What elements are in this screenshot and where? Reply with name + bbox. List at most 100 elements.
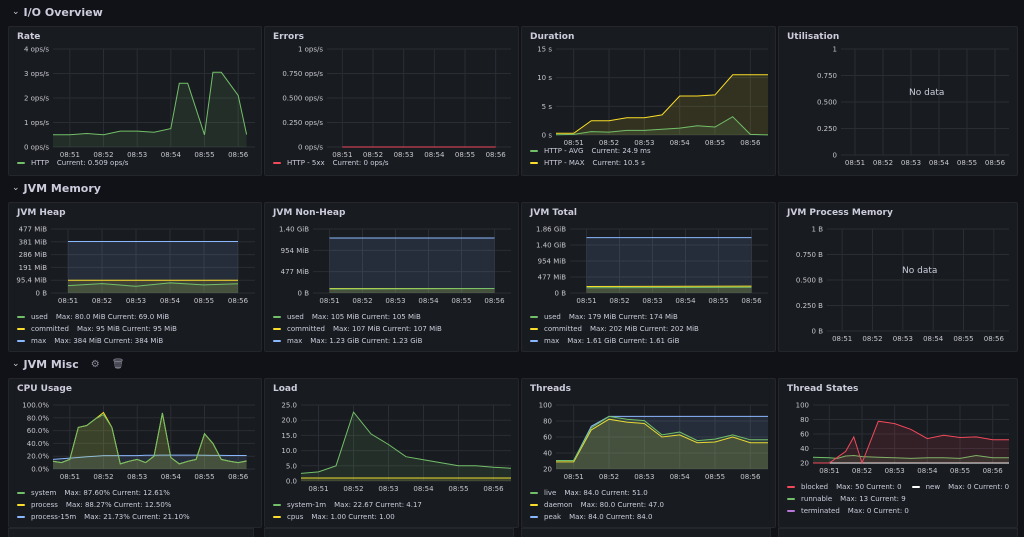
- legend-item[interactable]: max Max: 1.23 GiB Current: 1.23 GiB: [273, 335, 512, 347]
- series-area-peak: [556, 416, 768, 469]
- panel-total[interactable]: JVM Total 1.86 GiB 1.40 GiB 954 MiB 477 MiB 0…: [521, 202, 776, 352]
- legend-item[interactable]: process-15m Max: 21.73% Current: 21.10%: [17, 511, 255, 523]
- legend-item[interactable]: live Max: 84.0 Current: 51.0: [530, 487, 769, 499]
- series-area-system-1m: [301, 412, 511, 481]
- legend-label: HTTP - MAX: [544, 159, 585, 167]
- legend-item[interactable]: committed Max: 202 MiB Current: 202 MiB: [530, 323, 769, 335]
- legend-item[interactable]: terminated Max: 0 Current: 0: [787, 505, 909, 517]
- row-header-jvm-memory[interactable]: ⌄ JVM Memory: [0, 178, 101, 198]
- y-tick-label: 95.4 MiB: [16, 277, 47, 285]
- legend: HTTP Current: 0.509 ops/s: [17, 157, 255, 169]
- panel-title: Errors: [273, 32, 305, 42]
- y-tick-label: 1 ops/s: [298, 46, 323, 54]
- series-line-live[interactable]: [556, 415, 768, 461]
- series-line-process-15m[interactable]: [52, 454, 247, 460]
- series-line-runnable[interactable]: [812, 454, 1009, 459]
- y-tick-label: 1.40 GiB: [279, 226, 309, 234]
- x-tick-label: 08:55: [950, 467, 970, 475]
- legend-label: used: [544, 313, 561, 321]
- legend-item[interactable]: used Max: 105 MiB Current: 105 MiB: [273, 311, 512, 323]
- legend-item[interactable]: used Max: 80.0 MiB Current: 69.0 MiB: [17, 311, 255, 323]
- legend-stats: Max: 13 Current: 9: [840, 495, 906, 503]
- legend-swatch: [787, 498, 795, 500]
- legend-item[interactable]: HTTP Current: 0.509 ops/s: [17, 157, 255, 169]
- panel-duration[interactable]: Duration 15 s 10 s 5 s 0 s 08:51 08:52 08:53 08:…: [521, 26, 776, 176]
- panel-heap[interactable]: JVM Heap 477 MiB 381 MiB 286 MiB 191 MiB 95.4…: [8, 202, 262, 352]
- trash-icon[interactable]: 🗑: [111, 358, 125, 370]
- legend-item[interactable]: HTTP - MAX Current: 10.5 s: [530, 157, 769, 169]
- row-header-io[interactable]: ⌄ I/O Overview: [0, 2, 103, 22]
- y-tick-label: 0.500 ops/s: [282, 95, 323, 103]
- panel-errors[interactable]: Errors 1 ops/s 0.750 ops/s 0.500 ops/s 0.250…: [264, 26, 519, 176]
- x-tick-label: 08:54: [675, 297, 696, 305]
- legend-item[interactable]: committed Max: 95 MiB Current: 95 MiB: [17, 323, 255, 335]
- panel-tstates[interactable]: Thread States 100 80 60 40 20 08:51 08:52 08:53 0…: [778, 378, 1018, 528]
- y-tick-label: 0 ops/s: [24, 144, 49, 152]
- legend-label: HTTP - 5xx: [287, 159, 325, 167]
- legend-item[interactable]: process Max: 88.27% Current: 12.50%: [17, 499, 255, 511]
- legend-item[interactable]: runnable Max: 13 Current: 9: [787, 493, 906, 505]
- x-tick-label: 08:52: [599, 139, 619, 147]
- chart-rate: 4 ops/s 3 ops/s 2 ops/s 1 ops/s 0 ops/s 08:51…: [24, 46, 255, 159]
- series-line-blocked[interactable]: [813, 420, 1009, 465]
- legend-item[interactable]: system Max: 87.60% Current: 12.61%: [17, 487, 255, 499]
- x-tick-label: 08:53: [901, 159, 921, 167]
- x-tick-label: 08:51: [308, 485, 328, 493]
- legend-item[interactable]: committed Max: 107 MiB Current: 107 MiB: [273, 323, 512, 335]
- y-tick-label: 40: [543, 450, 552, 458]
- legend-swatch: [273, 328, 281, 330]
- series-line-peak[interactable]: [556, 415, 768, 461]
- series-line-used[interactable]: [67, 282, 239, 287]
- series-line-system[interactable]: [52, 412, 247, 465]
- y-tick-label: 20: [800, 460, 809, 468]
- y-tick-label: 286 MiB: [19, 251, 48, 259]
- series-line-used[interactable]: [329, 288, 495, 290]
- legend: system Max: 87.60% Current: 12.61% process…: [17, 487, 255, 523]
- x-tick-label: 08:51: [60, 473, 80, 481]
- legend-item[interactable]: max Max: 1.61 GiB Current: 1.61 GiB: [530, 335, 769, 347]
- legend-stats: Max: 84.0 Current: 84.0: [569, 513, 653, 521]
- panel-util[interactable]: Utilisation 1 0.750 0.500 0.250 0 08:51 08:52 08…: [778, 26, 1018, 176]
- x-tick-label: 08:56: [228, 473, 249, 481]
- series-line-used[interactable]: [586, 286, 752, 289]
- series-line-system-1m[interactable]: [300, 411, 512, 474]
- legend-swatch: [17, 162, 25, 164]
- panel-procmem[interactable]: JVM Process Memory 1 B 0.750 B 0.500 B 0.250…: [778, 202, 1018, 352]
- legend-item[interactable]: used Max: 179 MiB Current: 174 MiB: [530, 311, 769, 323]
- series-line-daemon[interactable]: [556, 418, 768, 463]
- legend-item[interactable]: blocked Max: 50 Current: 0: [787, 481, 902, 493]
- legend-stats: Max: 0 Current: 0: [847, 507, 909, 515]
- legend-item[interactable]: max Max: 384 MiB Current: 384 MiB: [17, 335, 255, 347]
- panel-nonheap[interactable]: JVM Non-Heap 1.40 GiB 954 MiB 477 MiB 0 B 08:…: [264, 202, 519, 352]
- x-tick-label: 08:52: [599, 473, 619, 481]
- legend-stats: Max: 87.60% Current: 12.61%: [64, 489, 170, 497]
- gear-icon[interactable]: ⚙: [90, 358, 100, 370]
- row-header-jvm-misc[interactable]: ⌄ JVM Misc ⚙ 🗑: [0, 354, 124, 374]
- x-tick-label: 08:51: [819, 467, 839, 475]
- series-area-used: [586, 287, 752, 293]
- x-tick-label: 08:55: [448, 485, 468, 493]
- panel-rate[interactable]: Rate 4 ops/s 3 ops/s 2 ops/s 1 ops/s 0 ops/s 0…: [8, 26, 262, 176]
- panel-threads[interactable]: Threads 100 80 60 40 20 08:51 08:52 08:53 08:54 08…: [521, 378, 776, 528]
- legend-item[interactable]: HTTP - AVG Current: 24.9 ms: [530, 145, 769, 157]
- series-line-http---avg[interactable]: [555, 116, 769, 136]
- legend-label: system-1m: [287, 501, 327, 509]
- series-line-http[interactable]: [53, 71, 248, 136]
- legend-swatch: [530, 328, 538, 330]
- y-tick-label: 0 s: [542, 132, 553, 140]
- legend-swatch: [273, 504, 281, 506]
- legend-item[interactable]: peak Max: 84.0 Current: 84.0: [530, 511, 769, 523]
- legend-item[interactable]: system-1m Max: 22.67 Current: 4.17: [273, 499, 512, 511]
- legend-stats: Max: 80.0 MiB Current: 69.0 MiB: [55, 313, 170, 321]
- y-tick-label: 80: [543, 418, 552, 426]
- legend-item[interactable]: daemon Max: 80.0 Current: 47.0: [530, 499, 769, 511]
- series-line-http---max[interactable]: [556, 74, 768, 134]
- legend: blocked Max: 50 Current: 0 new Max: 0 Curre…: [787, 481, 1011, 517]
- x-tick-label: 08:56: [741, 297, 762, 305]
- panel-load[interactable]: Load 25.0 20.0 15.0 10.0 5.0 0.0 08:51 08:52 08:5…: [264, 378, 519, 528]
- legend-item[interactable]: HTTP - 5xx Current: 0 ops/s: [273, 157, 512, 169]
- x-tick-label: 08:52: [609, 297, 629, 305]
- legend-item[interactable]: cpus Max: 1.00 Current: 1.00: [273, 511, 512, 523]
- panel-cpu[interactable]: CPU Usage 100.0% 80.0% 60.0% 40.0% 20.0% 0.0% 0…: [8, 378, 262, 528]
- legend-item[interactable]: new Max: 0 Current: 0: [911, 481, 1009, 493]
